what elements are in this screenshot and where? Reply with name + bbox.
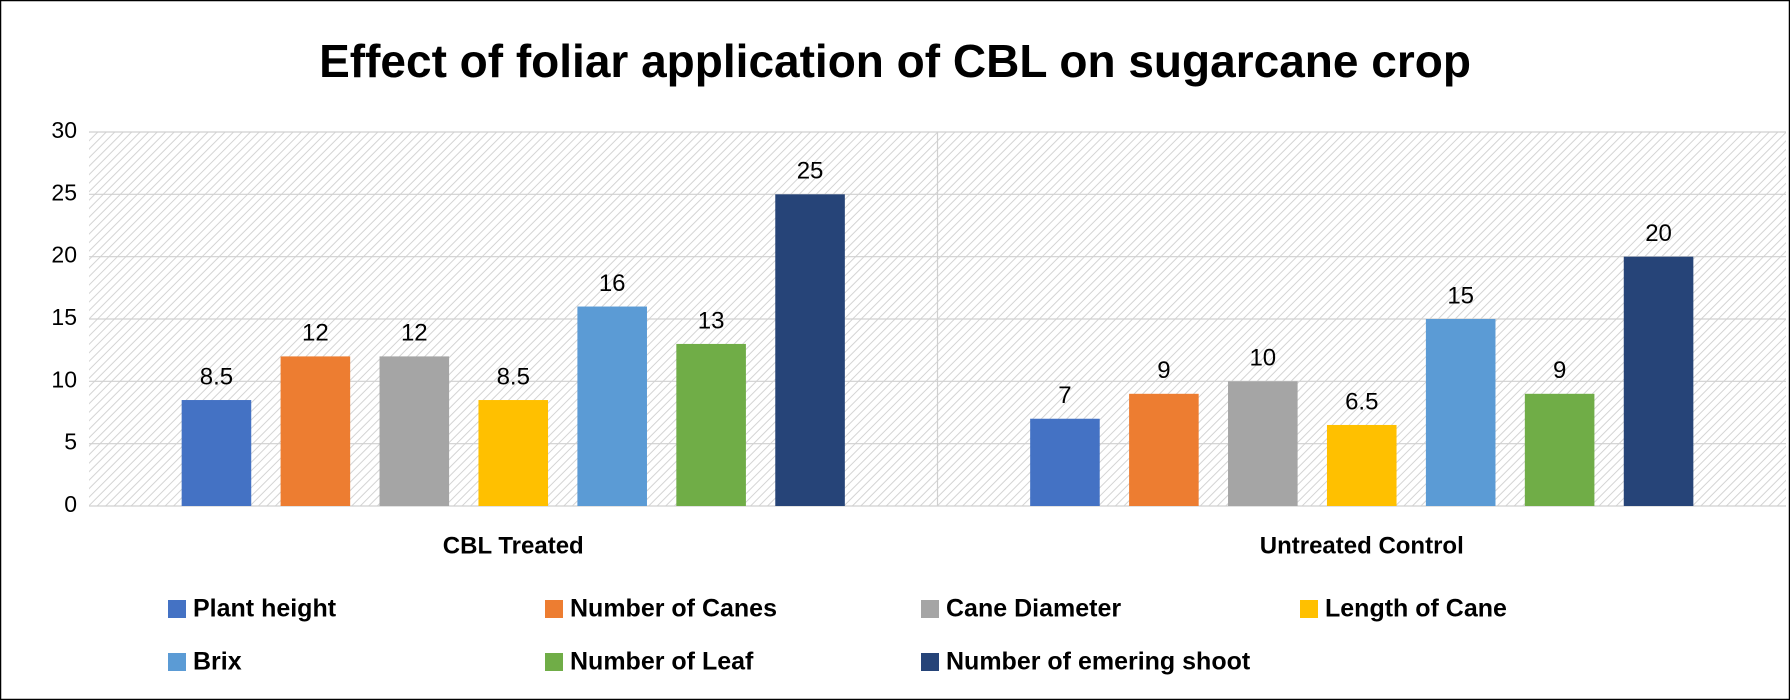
legend-label: Number of Leaf bbox=[570, 648, 754, 676]
bar bbox=[1425, 319, 1496, 506]
data-label: 12 bbox=[302, 320, 329, 347]
legend-label: Cane Diameter bbox=[946, 595, 1121, 623]
bar bbox=[181, 400, 252, 506]
data-label: 16 bbox=[599, 270, 626, 297]
bar bbox=[1030, 418, 1100, 506]
legend-label: Brix bbox=[193, 648, 242, 676]
legend-swatch bbox=[921, 653, 939, 671]
y-tick-label: 25 bbox=[51, 179, 77, 205]
bar bbox=[577, 306, 647, 506]
legend-swatch bbox=[168, 653, 186, 671]
bar bbox=[379, 356, 450, 506]
data-label: 15 bbox=[1447, 282, 1474, 309]
legend-swatch bbox=[1300, 600, 1318, 618]
data-label: 7 bbox=[1058, 382, 1071, 409]
data-label: 8.5 bbox=[200, 363, 233, 390]
data-label: 6.5 bbox=[1345, 388, 1378, 415]
legend-label: Length of Cane bbox=[1325, 595, 1507, 623]
legend-swatch bbox=[545, 600, 563, 618]
data-label: 9 bbox=[1157, 357, 1170, 384]
y-tick-label: 5 bbox=[64, 429, 77, 455]
legend-swatch bbox=[545, 653, 563, 671]
data-label: 25 bbox=[797, 158, 824, 185]
legend-swatch bbox=[168, 600, 186, 618]
data-label: 13 bbox=[698, 307, 725, 334]
y-tick-label: 10 bbox=[51, 366, 77, 392]
chart-title: Effect of foliar application of CBL on s… bbox=[319, 35, 1471, 87]
bar bbox=[1623, 256, 1694, 506]
bar bbox=[1524, 393, 1595, 506]
data-label: 12 bbox=[401, 320, 428, 347]
y-tick-label: 0 bbox=[64, 491, 77, 517]
legend-label: Plant height bbox=[193, 595, 337, 623]
bar bbox=[676, 343, 746, 506]
bar bbox=[1129, 393, 1199, 506]
data-label: 9 bbox=[1553, 357, 1566, 384]
legend-label: Number of Canes bbox=[570, 595, 777, 623]
bar bbox=[280, 356, 351, 506]
y-tick-label: 20 bbox=[51, 242, 77, 268]
bar bbox=[1228, 381, 1298, 506]
data-label: 20 bbox=[1645, 220, 1672, 247]
bar bbox=[775, 194, 845, 507]
bar bbox=[1326, 424, 1397, 506]
legend-label: Number of emering shoot bbox=[946, 648, 1251, 676]
bar bbox=[478, 400, 549, 506]
legend-swatch bbox=[921, 600, 939, 618]
y-tick-label: 15 bbox=[51, 304, 77, 330]
data-label: 10 bbox=[1249, 345, 1276, 372]
data-label: 8.5 bbox=[497, 363, 530, 390]
x-tick-label: Untreated Control bbox=[1260, 532, 1464, 559]
x-tick-label: CBL Treated bbox=[443, 532, 584, 559]
y-tick-label: 30 bbox=[51, 117, 77, 143]
